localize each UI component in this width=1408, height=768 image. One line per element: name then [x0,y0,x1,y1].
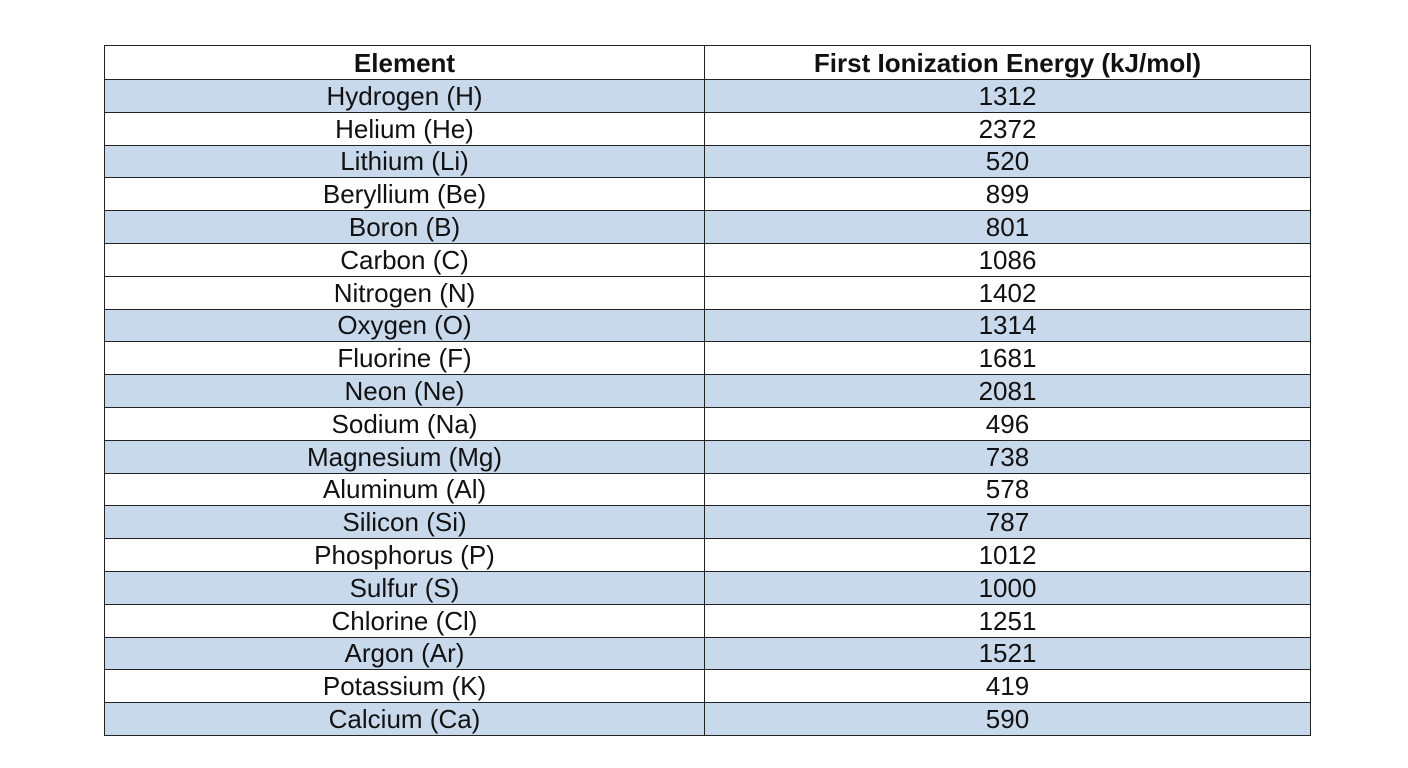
row: Neon (Ne) 2081 [104,374,1311,408]
header-cell: Element [104,45,705,80]
row: Potassium (K) 419 [104,669,1311,704]
table-body: Hydrogen (H) 1312 Helium (He) 2372 Lithium… [104,79,1311,736]
cell: 496 [704,406,1311,441]
cell: 738 [704,439,1311,474]
cell: Argon (Ar) [104,636,705,671]
row: Sodium (Na) 496 [104,406,1311,441]
cell: Helium (He) [104,111,705,146]
cell: 520 [704,144,1311,179]
row: Hydrogen (H) 1312 [104,79,1311,113]
cell: Magnesium (Mg) [104,439,705,474]
row: Nitrogen (N) 1402 [104,275,1311,310]
cell: Sodium (Na) [104,406,705,441]
cell: Potassium (K) [104,669,705,704]
cell: 787 [704,505,1311,540]
row: Lithium (Li) 520 [104,144,1311,179]
cell: 1000 [704,570,1311,605]
cell: Calcium (Ca) [104,702,705,736]
cell: Phosphorus (P) [104,538,705,572]
cell: 1681 [704,341,1311,376]
cell: Silicon (Si) [104,505,705,540]
row: Silicon (Si) 787 [104,505,1311,540]
cell: Sulfur (S) [104,570,705,605]
cell: Nitrogen (N) [104,275,705,310]
row: Fluorine (F) 1681 [104,341,1311,376]
cell: Fluorine (F) [104,341,705,376]
cell: 419 [704,669,1311,704]
row: Helium (He) 2372 [104,111,1311,146]
cell: 590 [704,702,1311,736]
header-cell: First Ionization Energy (kJ/mol) [704,45,1311,80]
cell: Aluminum (Al) [104,472,705,507]
cell: 801 [704,210,1311,244]
row: Beryllium (Be) 899 [104,177,1311,212]
cell: Oxygen (O) [104,308,705,343]
cell: Beryllium (Be) [104,177,705,212]
row: Sulfur (S) 1000 [104,570,1311,605]
cell: 899 [704,177,1311,212]
row: Argon (Ar) 1521 [104,636,1311,671]
cell: Hydrogen (H) [104,79,705,113]
row: Calcium (Ca) 590 [104,702,1311,736]
cell: 578 [704,472,1311,507]
row: Oxygen (O) 1314 [104,308,1311,343]
cell: 1312 [704,79,1311,113]
cell: 2081 [704,374,1311,408]
cell: 1402 [704,275,1311,310]
ionization-table: Element First Ionization Energy (kJ/mol)… [104,45,1311,736]
table-header: Element First Ionization Energy (kJ/mol) [104,45,1311,80]
row: Phosphorus (P) 1012 [104,538,1311,572]
cell: Neon (Ne) [104,374,705,408]
cell: 1251 [704,603,1311,638]
row: Chlorine (Cl) 1251 [104,603,1311,638]
row: Boron (B) 801 [104,210,1311,244]
cell: Chlorine (Cl) [104,603,705,638]
row: Carbon (C) 1086 [104,242,1311,277]
cell: 1314 [704,308,1311,343]
cell: Boron (B) [104,210,705,244]
row: Magnesium (Mg) 738 [104,439,1311,474]
cell: 2372 [704,111,1311,146]
cell: Lithium (Li) [104,144,705,179]
header-row: Element First Ionization Energy (kJ/mol) [104,45,1311,80]
cell: Carbon (C) [104,242,705,277]
cell: 1521 [704,636,1311,671]
cell: 1012 [704,538,1311,572]
cell: 1086 [704,242,1311,277]
row: Aluminum (Al) 578 [104,472,1311,507]
